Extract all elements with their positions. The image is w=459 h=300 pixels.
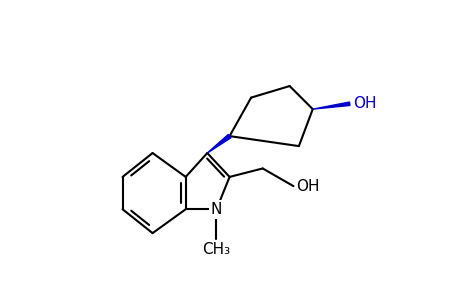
Polygon shape [312, 102, 349, 109]
Text: OH: OH [296, 178, 319, 194]
Polygon shape [207, 134, 230, 153]
Text: N: N [210, 202, 222, 217]
Text: OH: OH [352, 96, 375, 111]
Text: CH₃: CH₃ [202, 242, 230, 256]
